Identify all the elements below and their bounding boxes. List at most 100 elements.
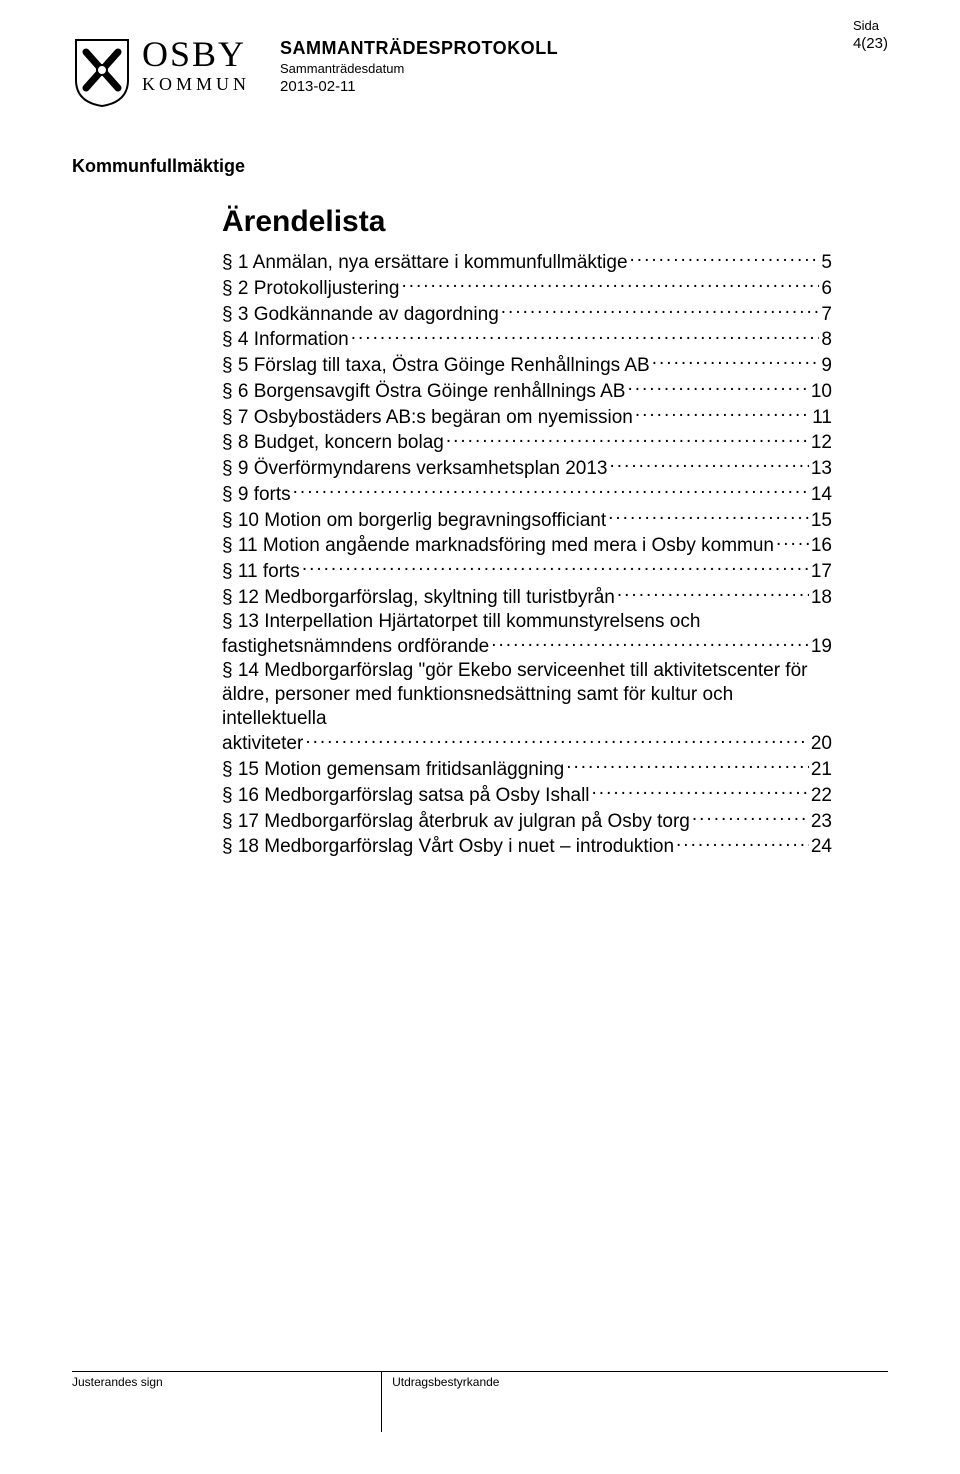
toc-row: § 8 Budget, koncern bolag 12 [222,429,832,455]
toc-row: § 7 Osbybostäders AB:s begäran om nyemis… [222,404,832,430]
toc-row: § 15 Motion gemensam fritidsanläggning 21 [222,756,832,782]
toc-leader-dots [630,249,820,268]
toc-page: 17 [811,560,832,584]
toc-row: § 5 Förslag till taxa, Östra Göinge Renh… [222,352,832,378]
toc-leader-dots [566,756,809,775]
toc-row: § 1 Anmälan, nya ersättare i kommunfullm… [222,249,832,275]
footer-left: Justerandes sign [72,1372,382,1432]
toc-label: § 3 Godkännande av dagordning [222,303,499,327]
toc-label: aktiviteter [222,732,303,756]
toc-label: § 18 Medborgarförslag Vårt Osby i nuet –… [222,835,674,859]
toc-row: § 3 Godkännande av dagordning 7 [222,301,832,327]
doc-meta: SAMMANTRÄDESPROTOKOLL Sammanträdesdatum … [280,36,888,95]
toc-row: § 10 Motion om borgerlig begravningsoffi… [222,507,832,533]
toc-leader-dots [635,404,810,423]
toc-label: § 5 Förslag till taxa, Östra Göinge Renh… [222,354,650,378]
content: Ärendelista § 1 Anmälan, nya ersättare i… [222,205,832,859]
toc-page: 11 [812,406,832,430]
toc-page: 14 [811,483,832,507]
doc-sub1: Sammanträdesdatum [280,61,888,76]
toc-label: § 15 Motion gemensam fritidsanläggning [222,758,564,782]
toc-leader-dots [617,584,809,603]
toc-row: aktiviteter 20 [222,730,832,756]
toc-row: fastighetsnämndens ordförande 19 [222,633,832,659]
page-number-block: Sida 4(23) [853,18,888,52]
side-page: 4(23) [853,35,888,52]
toc-row: § 11 forts 17 [222,558,832,584]
toc-label: § 2 Protokolljustering [222,277,399,301]
toc-label: § 6 Borgensavgift Östra Göinge renhållni… [222,380,625,404]
toc-leader-dots [627,378,808,397]
toc-page: 12 [811,431,832,455]
toc-page: 5 [821,251,832,275]
toc-leader-dots [446,429,809,448]
toc-leader-dots [592,782,809,801]
toc-label: § 12 Medborgarförslag, skyltning till tu… [222,586,615,610]
document-title: Ärendelista [222,205,832,239]
municipal-crest-icon [72,36,132,108]
toc-row: § 11 Motion angående marknadsföring med … [222,532,832,558]
toc-page: 21 [811,758,832,782]
toc-page: 15 [811,509,832,533]
toc-page: 10 [811,380,832,404]
doc-title-main: SAMMANTRÄDESPROTOKOLL [280,38,888,59]
toc-leader-dots [351,326,820,345]
toc-page: 22 [811,784,832,808]
toc-row: § 12 Medborgarförslag, skyltning till tu… [222,584,832,610]
toc-leader-dots [608,507,809,526]
toc-leader-dots [401,275,819,294]
toc-row: § 16 Medborgarförslag satsa på Osby Isha… [222,782,832,808]
toc-leader-dots [501,301,820,320]
toc-row: § 4 Information8 [222,326,832,352]
toc-leader-dots [491,633,809,652]
toc-label: fastighetsnämndens ordförande [222,635,489,659]
toc-page: 9 [821,354,832,378]
committee-name: Kommunfullmäktige [72,156,888,177]
toc: § 1 Anmälan, nya ersättare i kommunfullm… [222,249,832,859]
toc-row: § 18 Medborgarförslag Vårt Osby i nuet –… [222,833,832,859]
toc-label: § 8 Budget, koncern bolag [222,431,444,455]
footer: Justerandes sign Utdragsbestyrkande [72,1371,888,1432]
toc-label: § 17 Medborgarförslag återbruk av julgra… [222,810,690,834]
footer-right: Utdragsbestyrkande [382,1372,888,1432]
toc-leader-dots [302,558,809,577]
toc-leader-dots [609,455,808,474]
side-label: Sida [853,18,888,33]
toc-page: 20 [811,732,832,756]
org-name: OSBY [142,36,250,72]
toc-line: äldre, personer med funktionsnedsättning… [222,683,832,731]
toc-page: 23 [811,810,832,834]
toc-label: § 11 forts [222,560,300,584]
toc-leader-dots [652,352,820,371]
toc-page: 16 [811,534,832,558]
toc-leader-dots [676,833,809,852]
org-sub: KOMMUN [142,74,250,95]
toc-page: 8 [821,328,832,352]
toc-page: 13 [811,457,832,481]
toc-label: § 1 Anmälan, nya ersättare i kommunfullm… [222,251,628,275]
toc-label: § 11 Motion angående marknadsföring med … [222,534,774,558]
toc-page: 6 [821,277,832,301]
toc-page: 24 [811,835,832,859]
toc-leader-dots [776,532,809,551]
doc-date: 2013-02-11 [280,78,888,95]
toc-page: 7 [821,303,832,327]
toc-page: 18 [811,586,832,610]
toc-label: § 9 forts [222,483,291,507]
toc-leader-dots [305,730,809,749]
toc-page: 19 [811,635,832,659]
toc-line: § 13 Interpellation Hjärtatorpet till ko… [222,610,832,634]
org-block: OSBY KOMMUN [142,36,250,95]
toc-line: § 14 Medborgarförslag "gör Ekebo service… [222,659,832,683]
toc-label: § 9 Överförmyndarens verksamhetsplan 201… [222,457,607,481]
toc-label: § 7 Osbybostäders AB:s begäran om nyemis… [222,406,633,430]
toc-row: § 6 Borgensavgift Östra Göinge renhållni… [222,378,832,404]
toc-leader-dots [692,808,809,827]
toc-leader-dots [293,481,809,500]
toc-row: § 2 Protokolljustering 6 [222,275,832,301]
page: Sida 4(23) OSBY KOMMUN SAMMANTRÄDESPROTO… [0,0,960,1474]
toc-row: § 9 Överförmyndarens verksamhetsplan 201… [222,455,832,481]
toc-label: § 10 Motion om borgerlig begravningsoffi… [222,509,606,533]
toc-label: § 16 Medborgarförslag satsa på Osby Isha… [222,784,590,808]
toc-row: § 17 Medborgarförslag återbruk av julgra… [222,808,832,834]
